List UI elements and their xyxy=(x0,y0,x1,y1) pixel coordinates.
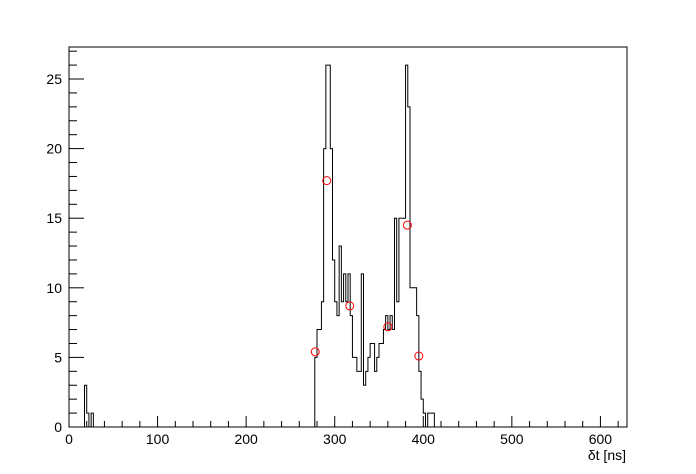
x-tick-label: 300 xyxy=(323,431,347,447)
histogram-bin xyxy=(430,413,432,427)
histogram-bin xyxy=(350,316,352,427)
y-tick-label: 10 xyxy=(46,280,62,296)
histogram-bin xyxy=(395,218,397,427)
y-tick-label: 5 xyxy=(54,349,62,365)
marker-series xyxy=(310,176,424,361)
histogram-bin xyxy=(379,343,381,427)
histogram-bin xyxy=(335,302,337,427)
marker-point xyxy=(402,220,412,230)
histogram-bin xyxy=(315,357,317,427)
histogram-bin xyxy=(403,218,405,427)
y-tick-label: 20 xyxy=(46,141,62,157)
histogram-bin xyxy=(388,330,390,427)
histogram-bin xyxy=(319,330,321,427)
histogram-bin xyxy=(428,413,430,427)
histogram-bin xyxy=(324,149,326,427)
histogram-bin xyxy=(328,65,330,427)
histogram-bin xyxy=(368,357,370,427)
histogram-bin xyxy=(359,371,361,427)
histogram-bin xyxy=(377,357,379,427)
histogram-bin xyxy=(397,302,399,427)
histogram-bin xyxy=(91,413,93,427)
marker-point xyxy=(383,322,393,332)
x-axis-label: δt [ns] xyxy=(588,447,626,463)
histogram-bin xyxy=(337,316,339,427)
marker-point xyxy=(310,347,320,357)
x-tick-label: 0 xyxy=(65,431,73,447)
histogram-bin xyxy=(352,357,354,427)
histogram-bin xyxy=(330,149,332,427)
histogram-bin xyxy=(366,371,368,427)
marker-point xyxy=(345,301,355,311)
histogram-bin xyxy=(357,371,359,427)
histogram-bin xyxy=(432,413,434,427)
histogram-outline xyxy=(84,64,437,428)
histogram-bin xyxy=(381,343,383,427)
y-axis: 0 5 10 15 20 25 xyxy=(46,50,84,435)
histogram-bin xyxy=(392,330,394,427)
histogram-bin xyxy=(348,274,350,427)
histogram-bin xyxy=(399,218,401,427)
histogram-bin xyxy=(370,343,372,427)
x-axis: 0 100 200 300 400 500 600 xyxy=(65,416,619,447)
y-tick-label: 0 xyxy=(54,419,62,435)
histogram-series xyxy=(84,64,437,428)
histogram-bin xyxy=(361,274,363,427)
histogram-bin xyxy=(419,371,421,427)
histogram-bin xyxy=(346,302,348,427)
marker-point xyxy=(322,176,332,186)
plot-frame xyxy=(68,46,628,428)
histogram-bin xyxy=(85,385,87,427)
x-tick-label: 500 xyxy=(500,431,524,447)
histogram-bin xyxy=(408,107,410,427)
histogram-bin xyxy=(317,330,319,427)
histogram-bin xyxy=(372,343,374,427)
histogram-bin xyxy=(386,316,388,427)
histogram-bin xyxy=(410,288,412,427)
histogram-bin xyxy=(355,357,357,427)
y-tick-label: 15 xyxy=(46,210,62,226)
histogram-bin xyxy=(341,302,343,427)
x-tick-label: 400 xyxy=(412,431,436,447)
plot-area-border xyxy=(68,46,628,428)
histogram-bin xyxy=(344,274,346,427)
histogram-bin xyxy=(390,316,392,427)
x-tick-label: 600 xyxy=(589,431,613,447)
histogram-bin xyxy=(333,260,335,427)
histogram-bin xyxy=(383,330,385,427)
histogram-bin xyxy=(375,371,377,427)
histogram-bin xyxy=(417,316,419,427)
histogram-bin xyxy=(326,65,328,427)
histogram-bin xyxy=(364,385,366,427)
histogram-bin xyxy=(321,302,323,427)
histogram-bin xyxy=(406,65,408,427)
histogram-bin xyxy=(339,246,341,427)
marker-point xyxy=(414,351,424,361)
x-tick-label: 100 xyxy=(146,431,170,447)
x-tick-label: 200 xyxy=(234,431,258,447)
histogram-bin xyxy=(412,288,414,427)
y-tick-label: 25 xyxy=(46,71,62,87)
histogram-bin xyxy=(401,218,403,427)
